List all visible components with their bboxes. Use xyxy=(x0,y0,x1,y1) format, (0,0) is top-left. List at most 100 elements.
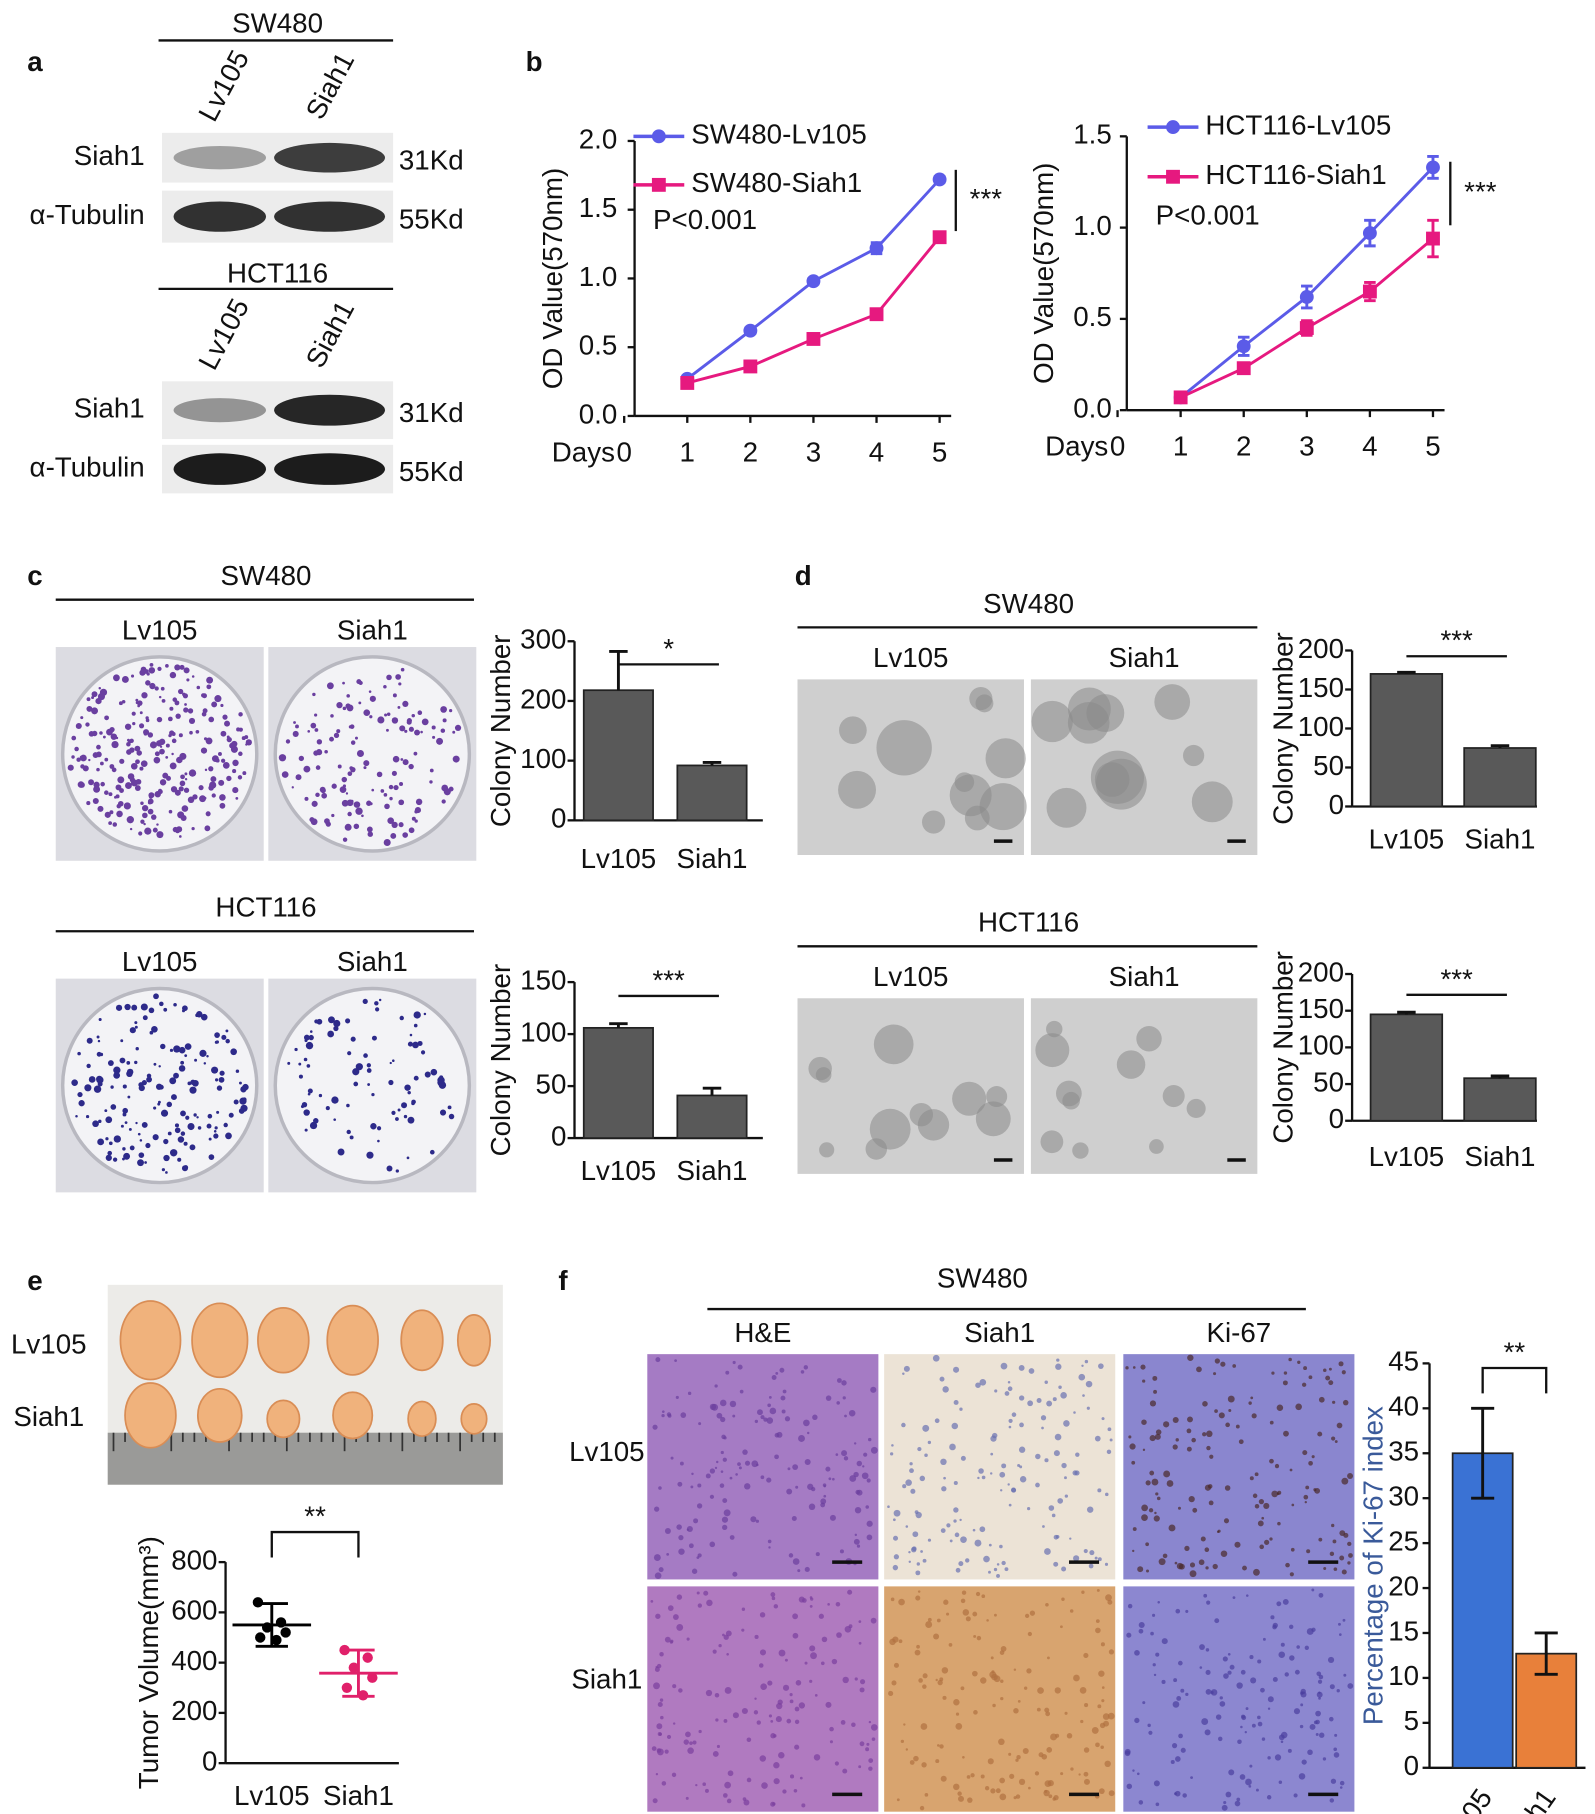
ihc-photo xyxy=(647,1586,879,1812)
cell-dot xyxy=(909,1462,913,1466)
cell-dot xyxy=(1206,1445,1211,1451)
tumor xyxy=(266,1399,301,1439)
marker xyxy=(1426,160,1440,175)
colony-dot xyxy=(210,776,217,783)
cell-dot xyxy=(655,1772,659,1776)
cell-dot xyxy=(1166,1480,1174,1487)
colony-dot xyxy=(119,758,125,764)
colony-dot xyxy=(141,804,149,812)
agar-photo xyxy=(797,998,1024,1174)
cell-dot xyxy=(972,1670,978,1677)
stain-label: Siah1 xyxy=(964,1317,1035,1348)
colony-dot xyxy=(440,706,447,713)
cell-dot xyxy=(1149,1435,1156,1442)
colony-dot xyxy=(130,762,138,770)
cell-dot xyxy=(1304,1645,1309,1650)
cell-dot xyxy=(1105,1594,1112,1602)
cell-dot xyxy=(800,1370,805,1374)
cell-dot xyxy=(917,1590,921,1593)
colony-dot xyxy=(147,798,154,805)
cell-dot xyxy=(1202,1401,1208,1407)
cell-dot xyxy=(866,1534,873,1541)
cell-dot xyxy=(1141,1419,1147,1425)
cell-dot xyxy=(1066,1733,1073,1739)
colony-dot xyxy=(341,799,349,807)
colony-dot xyxy=(128,1127,132,1131)
cell-dot xyxy=(1228,1408,1232,1412)
cell-dot xyxy=(804,1566,810,1573)
y-tick-label: 1.0 xyxy=(1073,210,1112,241)
colony-dot xyxy=(148,667,156,674)
colony-dot xyxy=(281,771,289,778)
colony-dot xyxy=(139,723,145,729)
cell-dot xyxy=(1161,1638,1168,1645)
cell-dot xyxy=(1013,1708,1019,1714)
colony-dot xyxy=(115,736,119,740)
cell-dot xyxy=(1064,1711,1068,1715)
cell-dot xyxy=(946,1612,950,1616)
colony-dot xyxy=(179,752,187,760)
colony-dot xyxy=(390,833,397,839)
colony-dot xyxy=(392,693,397,698)
cell-dot xyxy=(1213,1372,1217,1376)
tumor xyxy=(326,1304,379,1376)
cell-dot xyxy=(871,1737,876,1741)
colony-dot xyxy=(237,775,243,780)
cell-dot xyxy=(1186,1446,1192,1452)
cell-dot xyxy=(794,1719,800,1725)
colony-dot xyxy=(111,767,117,773)
cell-dot xyxy=(726,1652,729,1656)
cell-dot xyxy=(1205,1566,1209,1570)
cell-dot xyxy=(780,1395,786,1401)
cell-dot xyxy=(937,1744,940,1747)
cell-dot xyxy=(918,1678,923,1683)
legend-label: HCT116-Siah1 xyxy=(1205,159,1386,190)
cell-dot xyxy=(870,1386,877,1393)
cell-dot xyxy=(1061,1597,1065,1601)
cell-dot xyxy=(746,1777,752,1783)
cell-dot xyxy=(1180,1688,1185,1693)
cell-dot xyxy=(1299,1724,1304,1729)
cell-dot xyxy=(1086,1506,1094,1513)
cell-dot xyxy=(853,1442,857,1445)
colony-dot xyxy=(205,811,211,817)
cell-dot xyxy=(1295,1403,1302,1411)
row-label: Siah1 xyxy=(13,1401,84,1432)
colony-dot xyxy=(344,823,352,831)
colony-dot xyxy=(158,1065,161,1068)
cell-dot xyxy=(892,1518,896,1522)
cell-dot xyxy=(1016,1754,1021,1760)
cell-dot xyxy=(1242,1565,1247,1571)
cell-dot xyxy=(1046,1747,1053,1753)
cell-dot xyxy=(724,1781,731,1789)
colony-dot xyxy=(329,736,334,742)
colony-dot xyxy=(132,721,136,726)
cell-dot xyxy=(955,1567,961,1573)
colony-dot xyxy=(161,1168,165,1172)
cell-dot xyxy=(953,1480,958,1486)
cell-dot xyxy=(829,1740,833,1744)
legend-marker xyxy=(651,177,666,192)
cell-dot xyxy=(962,1755,965,1759)
bar xyxy=(676,764,748,822)
cell-dot xyxy=(723,1436,727,1440)
cell-dot xyxy=(1158,1558,1166,1566)
cell-dot xyxy=(866,1742,870,1746)
colony-dot xyxy=(85,1114,90,1119)
cell-dot xyxy=(1214,1618,1220,1624)
cell-dot xyxy=(909,1760,915,1765)
cell-dot xyxy=(1182,1793,1187,1798)
cell-dot xyxy=(1300,1691,1307,1698)
cell-dot xyxy=(680,1412,687,1418)
cell-dot xyxy=(1035,1482,1040,1488)
cell-dot xyxy=(1081,1364,1084,1367)
cell-dot xyxy=(652,1798,658,1804)
bar xyxy=(582,689,654,822)
cell-dot xyxy=(1104,1760,1111,1768)
y-tick-label: 35 xyxy=(1388,1436,1419,1467)
size-label: 55Kd xyxy=(399,204,464,235)
cell-dot xyxy=(898,1639,903,1644)
cell-dot xyxy=(1055,1534,1060,1539)
colony-dot xyxy=(345,792,349,795)
cell-dot xyxy=(893,1554,900,1560)
